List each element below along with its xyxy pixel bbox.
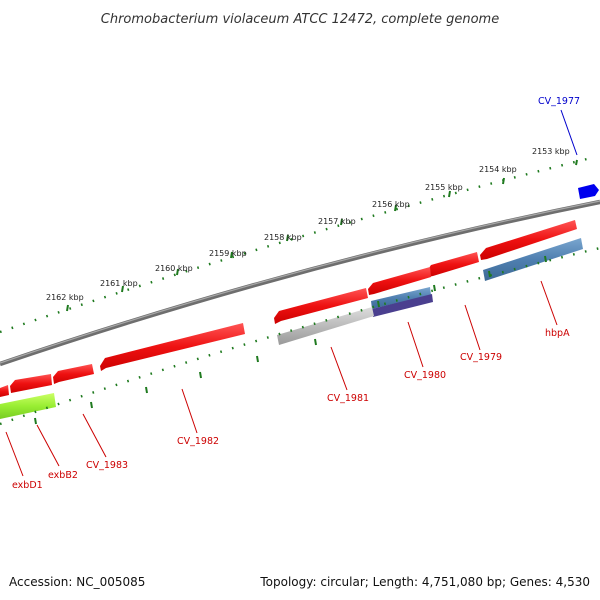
gene-label-CV_1983[interactable]: CV_1983 (86, 460, 128, 471)
leader-exbD1 (5, 431, 24, 477)
leader-CV_1982 (181, 388, 198, 434)
gene-label-exbB2[interactable]: exbB2 (48, 470, 78, 481)
tick-label-2160: 2160 kbp (155, 264, 193, 273)
gene-arrow-CV_1982[interactable] (100, 323, 245, 371)
reverse-features (0, 238, 583, 419)
leader-lines (5, 109, 578, 477)
tick-label-2157: 2157 kbp (318, 217, 356, 226)
gene-arrow-CV_1977[interactable] (578, 184, 599, 199)
leader-CV_1977 (560, 109, 578, 156)
tick-label-2153: 2153 kbp (532, 147, 570, 156)
leader-CV_1983 (82, 413, 107, 458)
gene-label-exbD1[interactable]: exbD1 (12, 480, 43, 491)
backbone-highlight (0, 200, 600, 364)
gene-arrow-exbB2[interactable] (10, 374, 52, 393)
inner-ruler-dots (0, 246, 600, 426)
feature-bar-CV_1981[interactable] (277, 307, 374, 345)
map-title: Chromobacterium violaceum ATCC 12472, co… (101, 12, 499, 27)
gene-label-CV_1982[interactable]: CV_1982 (177, 436, 219, 447)
accession-text: Accession: NC_005085 (9, 575, 145, 589)
gene-label-hbpA[interactable]: hbpA (545, 328, 570, 339)
gene-label-CV_1977[interactable]: CV_1977 (538, 96, 580, 107)
tick-label-2158: 2158 kbp (264, 233, 302, 242)
gene-label-CV_1980[interactable]: CV_1980 (404, 370, 446, 381)
feature-bar-CV_1980-lower[interactable] (372, 294, 433, 317)
tick-label-2154: 2154 kbp (479, 165, 517, 174)
outer-ruler-major-ticks (66, 159, 578, 312)
leader-CV_1979 (464, 304, 481, 351)
outer-ruler: 2153 kbp 2154 kbp 2155 kbp 2156 kbp 2157… (0, 147, 596, 334)
leader-CV_1980 (407, 321, 424, 368)
feature-bar-CV_1980-upper[interactable] (371, 287, 431, 309)
feature-bar-exbB2[interactable] (0, 393, 56, 419)
gene-labels: CV_1977 hbpA CV_1979 CV_1980 CV_1981 CV_… (12, 96, 580, 491)
gene-arrow-CV_1983[interactable] (53, 364, 94, 384)
gene-arrow-exbD1[interactable] (0, 385, 9, 397)
gene-arrow-hbpA[interactable] (480, 220, 577, 260)
leader-hbpA (540, 280, 558, 326)
leader-exbB2 (36, 424, 60, 467)
tick-label-2162: 2162 kbp (46, 293, 84, 302)
feature-bar-hbpA[interactable] (483, 238, 583, 281)
backbone (0, 199, 600, 367)
gene-arrow-CV_1981[interactable] (274, 288, 368, 324)
tick-label-2159: 2159 kbp (209, 249, 247, 258)
tick-label-2155: 2155 kbp (425, 183, 463, 192)
inner-ruler (0, 246, 600, 426)
forward-genes (0, 184, 599, 397)
tick-label-2161: 2161 kbp (100, 279, 138, 288)
gene-label-CV_1979[interactable]: CV_1979 (460, 352, 502, 363)
gene-arrow-CV_1979[interactable] (427, 252, 479, 277)
inner-ruler-major-ticks (34, 255, 547, 425)
topology-summary: Topology: circular; Length: 4,751,080 bp… (259, 575, 590, 589)
gene-label-CV_1981[interactable]: CV_1981 (327, 393, 369, 404)
tick-label-2156: 2156 kbp (372, 200, 410, 209)
leader-CV_1981 (330, 346, 348, 391)
gene-arrow-CV_1980[interactable] (368, 267, 431, 295)
